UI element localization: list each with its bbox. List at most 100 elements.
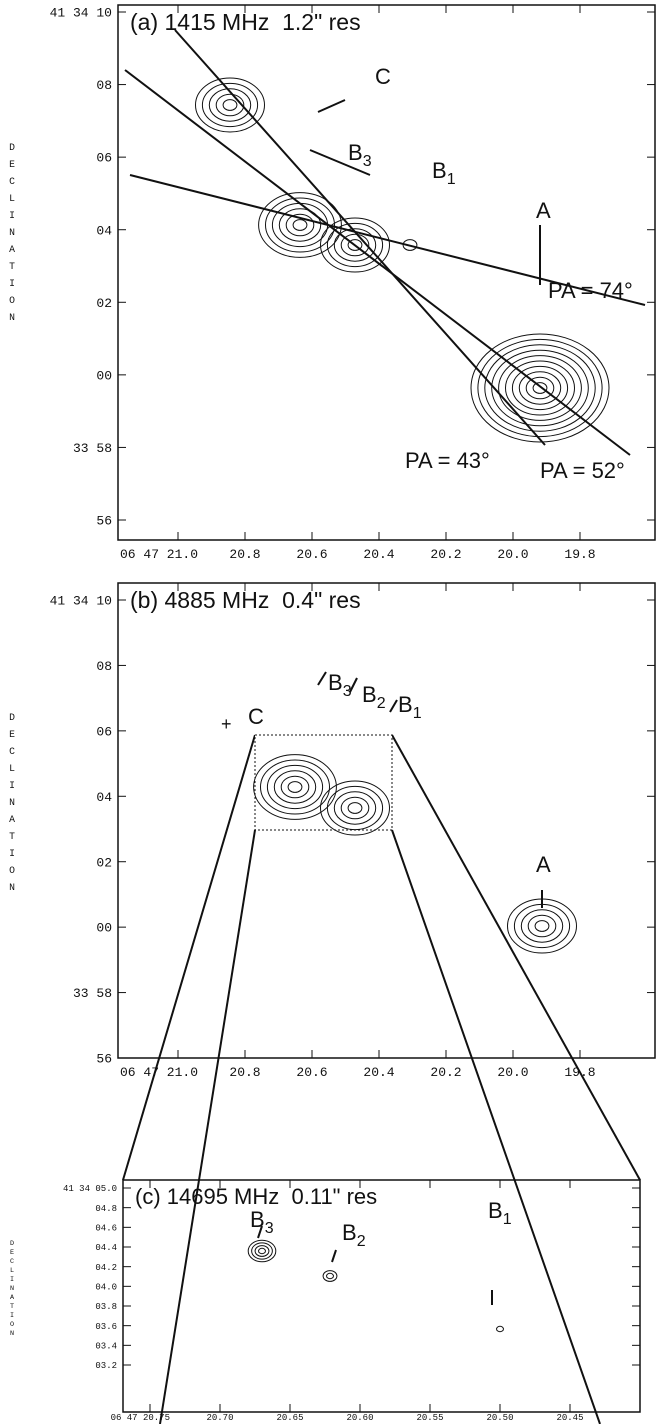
y-tick-label: 03.4	[95, 1341, 117, 1351]
contour	[209, 89, 250, 121]
label-text: PA = 52°	[540, 458, 625, 483]
label-text: B	[488, 1198, 503, 1223]
y-tick-label: 06	[96, 151, 112, 166]
x-tick-label: 19.8	[564, 1065, 595, 1080]
x-tick-label: 20.2	[430, 547, 461, 562]
label-text: A	[536, 198, 551, 223]
y-tick-label: 04.4	[95, 1243, 117, 1253]
source-label: C	[248, 704, 264, 729]
x-tick-label: 20.6	[296, 547, 327, 562]
label-subscript: 2	[377, 695, 386, 712]
label-text: B	[250, 1207, 265, 1232]
y-tick-label: 03.2	[95, 1361, 117, 1371]
label-text: C	[248, 704, 264, 729]
x-tick-label: 20.0	[497, 1065, 528, 1080]
label-subscript: 1	[413, 705, 422, 722]
label-text: A	[536, 852, 551, 877]
contour	[519, 372, 560, 404]
y-tick-label: 00	[96, 921, 112, 936]
label-text: B	[348, 140, 363, 165]
pa-line	[130, 175, 645, 305]
contour	[533, 383, 547, 394]
x-tick-label: 20.50	[486, 1413, 513, 1423]
y-tick-label: 41 34 10	[50, 6, 112, 21]
y-tick-label: 03.6	[95, 1322, 117, 1332]
label-text: B	[362, 682, 377, 707]
contour	[293, 220, 307, 231]
y-tick-label: 56	[96, 1052, 112, 1067]
x-tick-label: 20.65	[276, 1413, 303, 1423]
pointer-line	[318, 100, 345, 112]
x-tick-label: 20.70	[206, 1413, 233, 1423]
y-tick-label: 41 34 10	[50, 594, 112, 609]
x-tick-label: 20.2	[430, 1065, 461, 1080]
pointer-line	[318, 672, 326, 685]
x-tick-label: 20.8	[229, 547, 260, 562]
contour	[514, 904, 569, 947]
source-label: PA = 43°	[405, 448, 490, 473]
pointer-line	[332, 1250, 336, 1262]
contour	[526, 377, 554, 399]
y-tick-label: 41 34 05.0	[63, 1184, 117, 1194]
y-tick-label: 04.8	[95, 1204, 117, 1214]
source-label: B1	[488, 1198, 512, 1228]
source-label: A	[536, 852, 551, 877]
y-tick-label: 08	[96, 78, 112, 93]
x-tick-label: 20.55	[416, 1413, 443, 1423]
y-tick-label: 03.8	[95, 1302, 117, 1312]
pa-line	[125, 70, 630, 455]
panel-frame	[123, 1180, 640, 1412]
figure: (a) 1415 MHz 1.2" res41 34 1008060402003…	[0, 0, 657, 1424]
x-tick-label: 20.0	[497, 547, 528, 562]
source-label: C	[375, 64, 391, 89]
label-subscript: 2	[357, 1233, 366, 1250]
y-tick-label: 56	[96, 514, 112, 529]
zoom-line	[392, 830, 600, 1424]
label-text: C	[375, 64, 391, 89]
contour	[327, 1273, 334, 1278]
pointer-line	[390, 700, 397, 712]
y-tick-label: 33 58	[73, 986, 112, 1001]
contour	[196, 78, 265, 132]
source-label: B3	[250, 1207, 274, 1237]
x-tick-label: 20.60	[346, 1413, 373, 1423]
label-text: PA = 43°	[405, 448, 490, 473]
x-tick-label: 06 47 20.75	[111, 1413, 170, 1423]
contour	[323, 1271, 337, 1282]
label-subscript: 1	[447, 171, 456, 188]
y-tick-label: 04	[96, 790, 112, 805]
y-tick-label: 33 58	[73, 441, 112, 456]
y-tick-label: 00	[96, 368, 112, 383]
y-tick-label: 04.2	[95, 1263, 117, 1273]
label-subscript: 3	[363, 153, 372, 170]
label-subscript: 3	[265, 1220, 274, 1237]
x-tick-label: 06 47 21.0	[120, 547, 198, 562]
source-label: B2	[362, 682, 386, 712]
source-label: B1	[432, 158, 456, 188]
x-tick-label: 20.4	[363, 1065, 394, 1080]
panel-title: (c) 14695 MHz 0.11" res	[135, 1184, 377, 1209]
zoom-line	[392, 735, 640, 1180]
label-text: B	[342, 1220, 357, 1245]
x-tick-label: 06 47 21.0	[120, 1065, 198, 1080]
contour	[528, 915, 556, 937]
contour	[223, 100, 237, 111]
x-tick-label: 20.4	[363, 547, 394, 562]
contour	[202, 83, 257, 126]
cross-marker: +	[221, 714, 232, 734]
source-label: B3	[348, 140, 372, 170]
y-tick-label: 04	[96, 223, 112, 238]
contour	[259, 1248, 266, 1253]
source-label: B1	[398, 692, 422, 722]
contour	[521, 910, 562, 942]
label-text: B	[328, 670, 343, 695]
x-tick-label: 20.45	[556, 1413, 583, 1423]
y-tick-label: 08	[96, 659, 112, 674]
source-label: B2	[342, 1220, 366, 1250]
contour	[497, 1326, 504, 1331]
y-tick-label: 04.6	[95, 1223, 117, 1233]
x-tick-label: 20.6	[296, 1065, 327, 1080]
